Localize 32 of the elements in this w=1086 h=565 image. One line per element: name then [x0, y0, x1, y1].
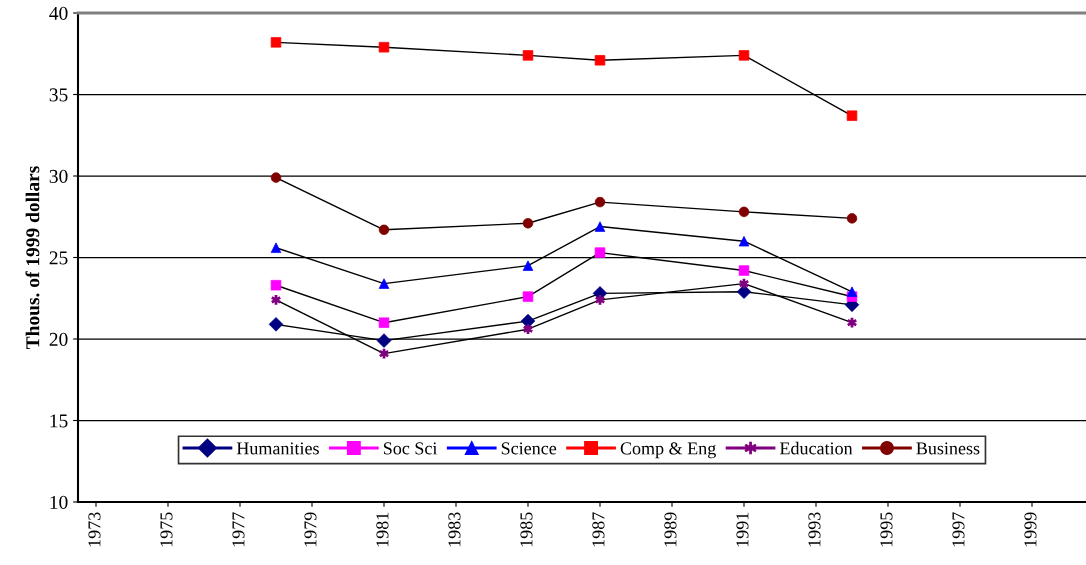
y-tick-label: 15 [50, 414, 68, 428]
x-tick-label: 1977 [232, 512, 245, 547]
y-tick-label: 40 [49, 6, 68, 20]
y-tick-label: 10 [50, 495, 68, 509]
point [846, 110, 858, 121]
y-tick-label: 20 [49, 332, 68, 346]
x-tick-label: 1999 [1024, 512, 1037, 547]
y-axis-title: Thous. of 1999 dollars [25, 166, 40, 350]
x-tick-label: 1995 [880, 512, 893, 547]
y-tick-label: 35 [49, 88, 68, 102]
y-tick-label: 30 [49, 169, 68, 183]
x-tick-label: 1973 [88, 512, 101, 547]
legend-label: Education [779, 441, 853, 455]
point [270, 280, 282, 291]
x-tick-label: 1997 [952, 512, 965, 547]
x-tick-label: 1991 [736, 512, 749, 547]
point [270, 37, 282, 48]
legend-label: Comp & Eng [620, 442, 716, 459]
x-tick-label: 1979 [304, 512, 317, 547]
x-tick-label: 1989 [664, 512, 677, 547]
legend-label: Soc Sci [383, 442, 438, 455]
legend-label: Science [501, 442, 557, 455]
x-tick-label: 1975 [160, 512, 173, 547]
legend-label: Business [916, 442, 980, 455]
x-tick-label: 1985 [520, 512, 533, 547]
legend-label: Humanities [236, 442, 319, 455]
x-tick-label: 1983 [448, 512, 461, 547]
point [268, 317, 284, 332]
x-tick-label: 1987 [592, 512, 605, 547]
y-tick-label: 25 [49, 251, 68, 265]
x-tick-label: 1993 [808, 512, 821, 547]
x-tick-label: 1981 [376, 512, 389, 547]
